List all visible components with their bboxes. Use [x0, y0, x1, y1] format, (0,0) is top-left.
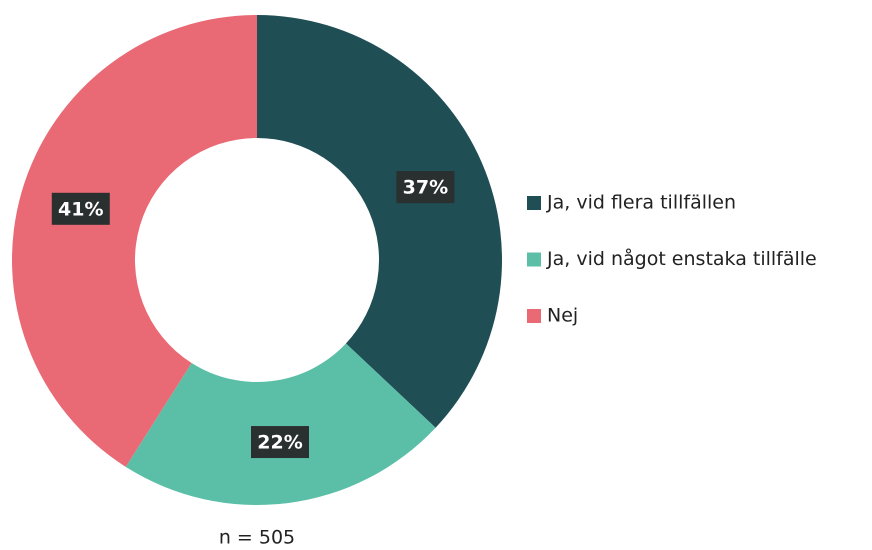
- legend-swatch: [527, 196, 541, 210]
- legend-label: Nej: [547, 305, 578, 327]
- legend-swatch: [527, 252, 541, 267]
- donut-segment: [125, 343, 436, 505]
- data-label-box: [51, 192, 110, 225]
- data-label: 41%: [58, 198, 103, 220]
- legend-label: Ja, vid flera tillfällen: [546, 192, 736, 214]
- donut-segment: [257, 15, 502, 428]
- donut-segment: [12, 15, 257, 467]
- annotation: n = 505: [219, 527, 295, 549]
- data-label: 22%: [257, 432, 302, 454]
- legend-label: Ja, vid något enstaka tillfälle: [546, 247, 817, 270]
- data-label-box: [250, 426, 309, 459]
- data-label: 37%: [403, 177, 448, 199]
- legend-swatch: [527, 309, 541, 323]
- data-label-box: [396, 171, 455, 204]
